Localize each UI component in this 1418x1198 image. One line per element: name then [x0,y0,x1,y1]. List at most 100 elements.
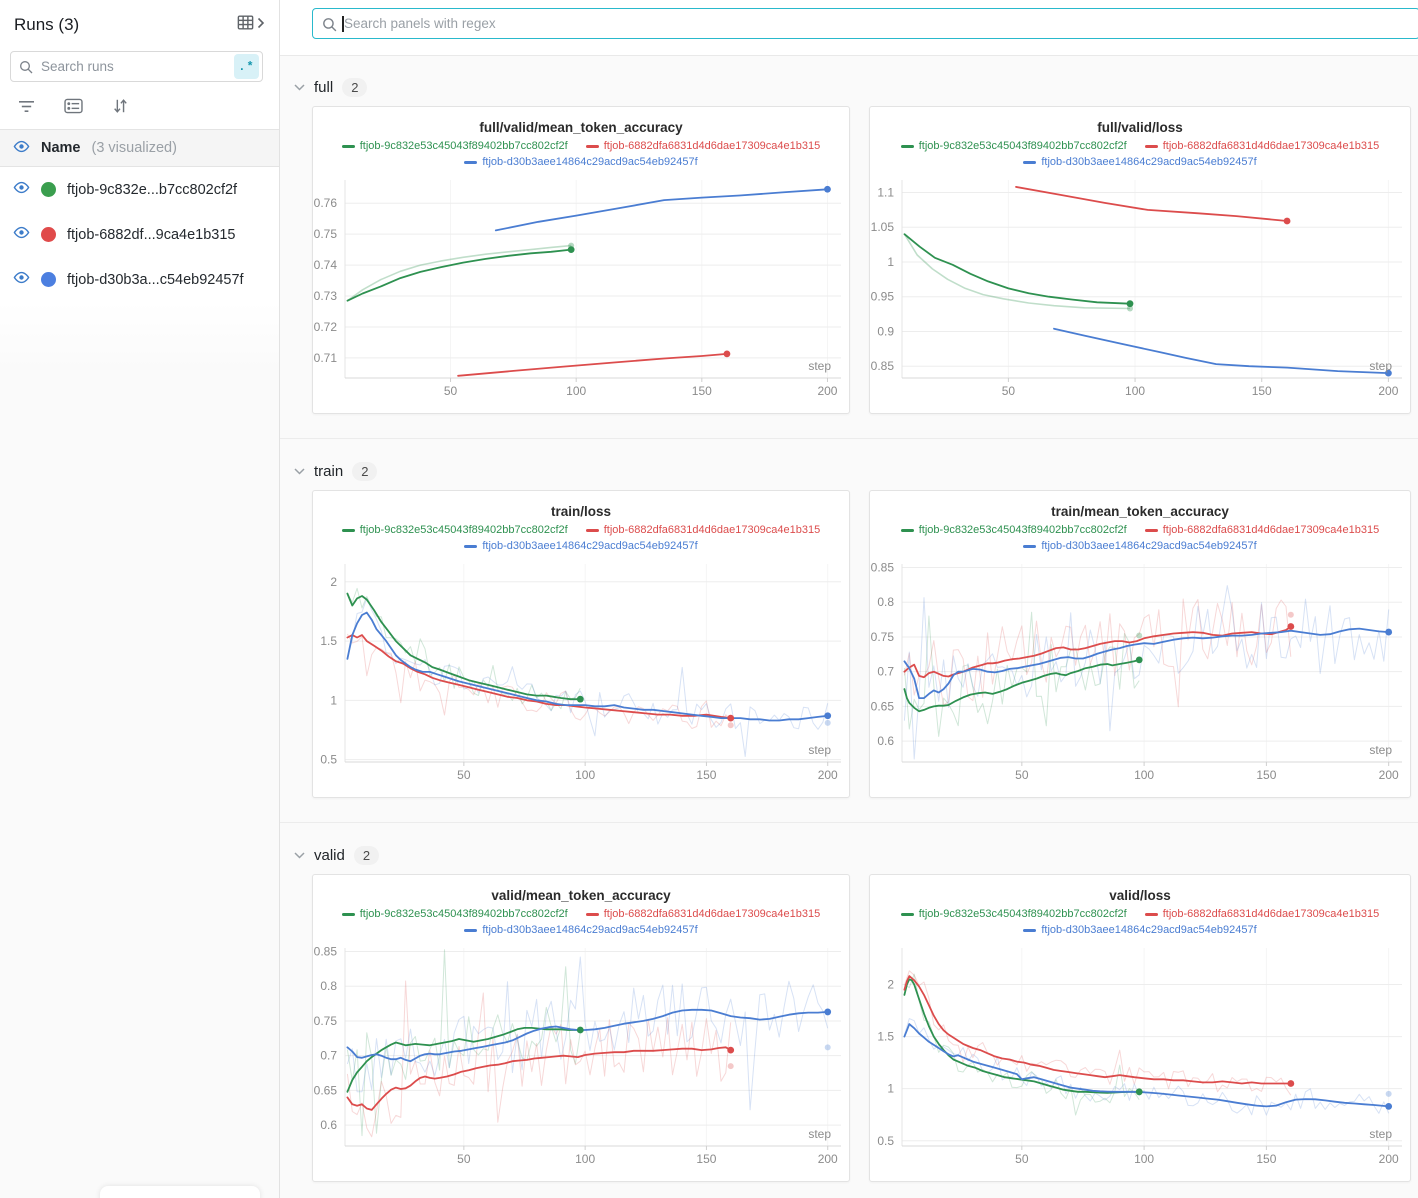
section-header[interactable]: valid 2 [294,843,1418,867]
svg-text:2: 2 [887,977,894,991]
svg-text:0.85: 0.85 [314,944,338,958]
chart-panel[interactable]: train/mean_token_accuracy ftjob-9c832e53c… [869,490,1411,798]
chart-plot[interactable]: 50 100 150 200 0.5 1 1.5 2 step [870,938,1410,1176]
chart-panel[interactable]: valid/loss ftjob-9c832e53c45043f89402bb7c… [869,874,1411,1182]
legend-item: ftjob-9c832e53c45043f89402bb7cc802cf2f [900,138,1127,154]
svg-text:0.7: 0.7 [320,1049,337,1063]
chart-title: full/valid/mean_token_accuracy [479,120,683,135]
runs-search-box: .* [10,51,263,82]
sort-button[interactable] [112,98,128,117]
svg-text:150: 150 [692,384,712,398]
eye-icon[interactable] [13,181,30,198]
chevron-down-icon [294,78,305,96]
svg-text:100: 100 [566,384,586,398]
legend-item: ftjob-9c832e53c45043f89402bb7cc802cf2f [341,522,568,538]
section-header[interactable]: full 2 [294,75,1418,99]
eye-icon[interactable] [13,271,30,288]
svg-text:1: 1 [887,1082,894,1096]
legend-run-name: ftjob-9c832e53c45043f89402bb7cc802cf2f [918,524,1127,536]
chart-plot[interactable]: 50 100 150 200 0.6 0.65 0.7 0.75 0.8 0.85 step [313,938,849,1176]
svg-text:200: 200 [817,384,837,398]
runs-toolbar [0,88,279,129]
chart-plot[interactable]: 50 100 150 200 0.5 1 1.5 2 step [313,554,849,792]
chart-plot[interactable]: 50 100 150 200 0.85 0.9 0.95 1 1.05 1.1 step [870,170,1410,408]
legend-run-name: ftjob-6882dfa6831d4d6dae17309ca4e1b315 [1162,908,1380,920]
chart-panel[interactable]: valid/mean_token_accuracy ftjob-9c832e53c… [312,874,850,1182]
legend-item: ftjob-6882dfa6831d4d6dae17309ca4e1b315 [585,522,820,538]
section-train: train 2 train/loss ftjob-9c832e53c45043f894… [280,439,1418,823]
svg-text:200: 200 [1378,384,1398,398]
legend-item: ftjob-6882dfa6831d4d6dae17309ca4e1b315 [585,138,820,154]
svg-text:1.1: 1.1 [877,186,894,200]
filter-button[interactable] [18,99,35,117]
section-panels: train/loss ftjob-9c832e53c45043f89402bb7c… [312,490,1418,798]
eye-icon[interactable] [13,140,30,157]
legend-line-marker [585,528,599,532]
legend-line-marker [585,144,599,148]
section-header[interactable]: train 2 [294,459,1418,483]
chart-legend: ftjob-9c832e53c45043f89402bb7cc802cf2f ft… [870,906,1410,938]
chevron-down-icon [294,462,305,480]
panel-search-input[interactable] [313,9,1418,38]
legend-run-name: ftjob-6882dfa6831d4d6dae17309ca4e1b315 [1162,524,1380,536]
chevron-down-icon [294,846,305,864]
sidebar-fade [0,302,279,372]
legend-line-marker [1144,528,1158,532]
eye-icon[interactable] [13,226,30,243]
legend-line-marker [341,912,355,916]
panels-workspace: full 2 full/valid/mean_token_accuracyftjob… [280,0,1418,1198]
legend-line-marker [341,144,355,148]
chart-title: valid/loss [1109,888,1171,903]
legend-line-marker [585,912,599,916]
legend-item: ftjob-9c832e53c45043f89402bb7cc802cf2f [341,906,568,922]
regex-toggle-button[interactable]: .* [234,54,259,79]
chart-plot[interactable]: 50 100 150 200 0.71 0.72 0.73 0.74 0.75 0.76 step [313,170,849,408]
sort-arrows-icon [112,98,128,117]
run-row[interactable]: ftjob-d30b3a...c54eb92457f [0,257,279,302]
run-row[interactable]: ftjob-6882df...9ca4e1b315 [0,212,279,257]
svg-text:50: 50 [1002,384,1016,398]
svg-text:150: 150 [1256,768,1276,782]
legend-line-marker [464,928,478,932]
chart-panel[interactable]: train/loss ftjob-9c832e53c45043f89402bb7c… [312,490,850,798]
svg-text:1: 1 [887,255,894,269]
runs-list: ftjob-9c832e...b7cc802cf2f ftjob-6882df..… [0,167,279,302]
chart-plot[interactable]: 50 100 150 200 0.6 0.65 0.7 0.75 0.8 0.85 step [870,554,1410,792]
legend-item: ftjob-6882dfa6831d4d6dae17309ca4e1b315 [1144,522,1380,538]
runs-table-header: Name (3 visualized) [0,129,279,167]
svg-text:50: 50 [457,768,471,782]
svg-text:0.73: 0.73 [314,289,338,303]
runs-table-expand-button[interactable] [236,13,265,37]
chart-legend: ftjob-9c832e53c45043f89402bb7cc802cf2f ft… [870,522,1410,554]
svg-text:150: 150 [696,1152,716,1166]
group-button[interactable] [64,98,83,117]
svg-text:150: 150 [696,768,716,782]
run-name: ftjob-d30b3a...c54eb92457f [67,271,244,288]
legend-item: ftjob-9c832e53c45043f89402bb7cc802cf2f [341,138,568,154]
chart-panel[interactable]: full/valid/mean_token_accuracy ftjob-9c83… [312,106,850,414]
svg-text:100: 100 [575,1152,595,1166]
svg-text:50: 50 [1015,1152,1029,1166]
legend-line-marker [1023,160,1037,164]
svg-text:200: 200 [818,768,838,782]
svg-text:0.71: 0.71 [314,351,338,365]
section-panels: full/valid/mean_token_accuracy ftjob-9c83… [312,106,1418,414]
section-count-badge: 2 [352,461,378,481]
legend-run-name: ftjob-d30b3aee14864c29acd9ac54eb92457f [482,156,698,168]
x-axis-label: step [1369,743,1392,757]
x-axis-label: step [808,1127,831,1141]
legend-run-name: ftjob-9c832e53c45043f89402bb7cc802cf2f [359,524,568,536]
legend-run-name: ftjob-d30b3aee14864c29acd9ac54eb92457f [1041,924,1257,936]
run-color-dot [41,272,56,287]
runs-search-input[interactable] [11,52,234,81]
svg-text:0.6: 0.6 [877,734,894,748]
legend-line-marker [1144,144,1158,148]
legend-line-marker [1144,912,1158,916]
legend-line-marker [464,544,478,548]
run-name: ftjob-6882df...9ca4e1b315 [67,226,236,243]
list-icon [64,98,83,117]
x-axis-label: step [808,743,831,757]
run-row[interactable]: ftjob-9c832e...b7cc802cf2f [0,167,279,212]
legend-run-name: ftjob-d30b3aee14864c29acd9ac54eb92457f [482,540,698,552]
chart-panel[interactable]: full/valid/loss ftjob-9c832e53c45043f8940… [869,106,1411,414]
